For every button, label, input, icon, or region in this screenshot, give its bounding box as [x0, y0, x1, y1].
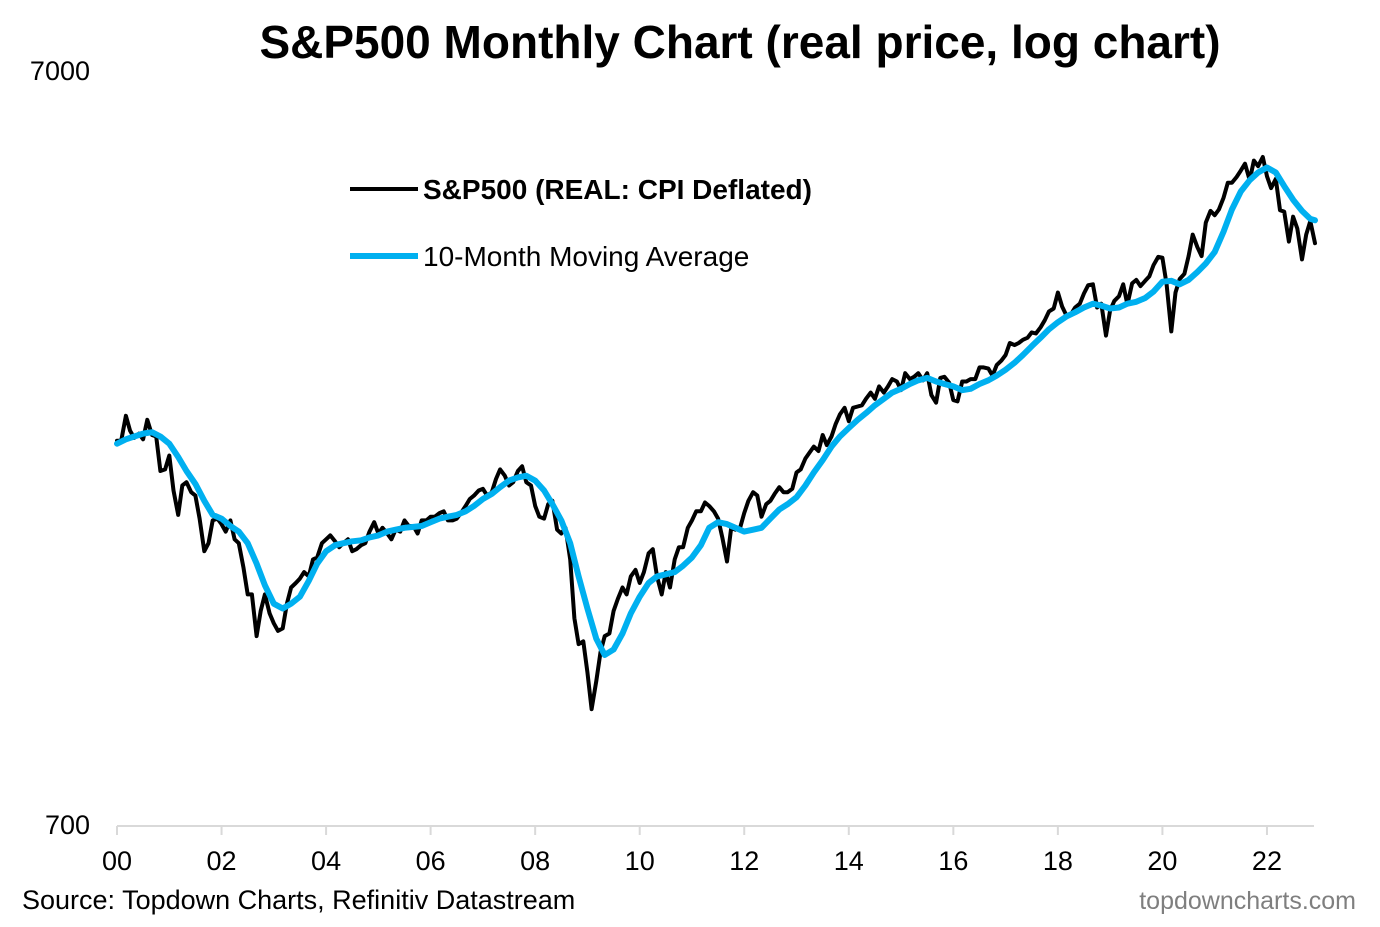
x-tick-label: 02 [207, 846, 237, 876]
series-line-sp500-real [115, 155, 1317, 712]
x-tick-label: 04 [311, 846, 341, 876]
chart-title: S&P500 Monthly Chart (real price, log ch… [259, 16, 1220, 68]
legend: S&P500 (REAL: CPI Deflated) 10-Month Mov… [350, 174, 812, 272]
y-tick-label-top: 7000 [30, 56, 90, 86]
x-tick-label: 22 [1252, 846, 1282, 876]
source-note: Source: Topdown Charts, Refinitiv Datast… [22, 885, 575, 915]
x-tick-label: 14 [834, 846, 864, 876]
x-tick-label: 08 [520, 846, 550, 876]
series-line-10m-moving-average [114, 164, 1318, 658]
x-tick-label: 20 [1147, 846, 1177, 876]
x-tick-label: 06 [416, 846, 446, 876]
legend-label-ma: 10-Month Moving Average [423, 241, 749, 272]
credit-watermark: topdowncharts.com [1139, 887, 1356, 915]
series-layer [114, 155, 1318, 712]
x-tick-label: 10 [625, 846, 655, 876]
x-tick-label: 00 [102, 846, 132, 876]
y-tick-label-bottom: 700 [45, 810, 90, 840]
x-tick-label: 16 [938, 846, 968, 876]
x-tick-label: 12 [729, 846, 759, 876]
x-tick-label: 18 [1043, 846, 1073, 876]
legend-label-sp500: S&P500 (REAL: CPI Deflated) [423, 174, 812, 205]
x-axis: 00 02 04 06 08 10 12 14 16 18 20 22 [102, 825, 1314, 876]
